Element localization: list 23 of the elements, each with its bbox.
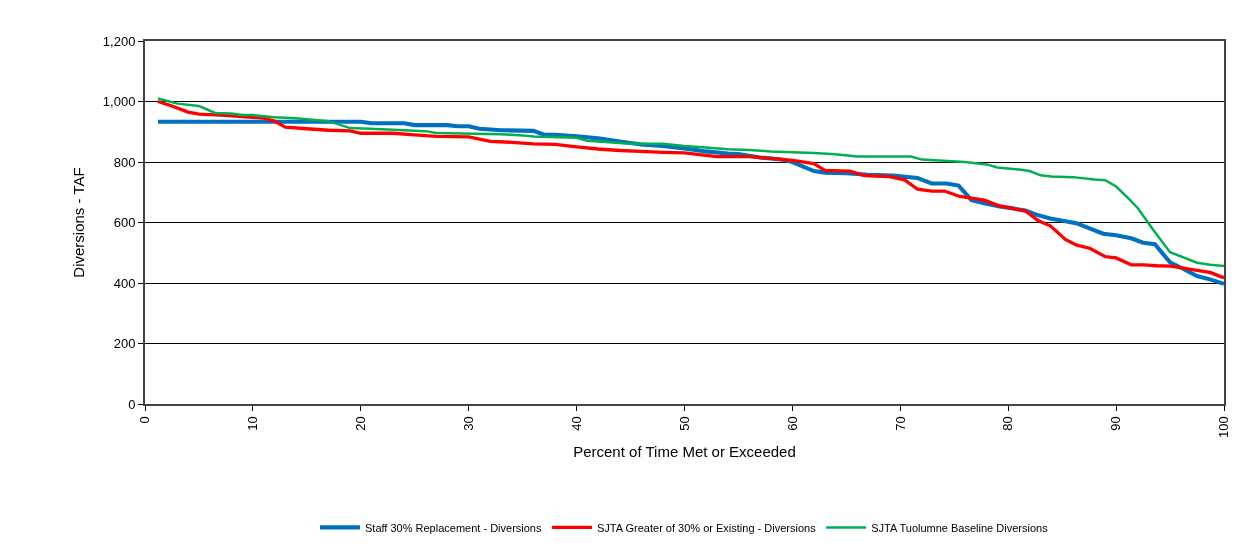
- y-axis-title: Diversions - TAF: [69, 167, 87, 278]
- y-tick-label: 1,000: [102, 94, 136, 110]
- x-tick-label: 0: [137, 416, 153, 424]
- x-axis-title: Percent of Time Met or Exceeded: [573, 443, 796, 461]
- y-tick-label: 200: [113, 336, 136, 352]
- legend-label: SJTA Greater of 30% or Existing - Diversions: [596, 521, 817, 534]
- x-tick-label: 100: [1216, 416, 1232, 438]
- y-tick-label: 600: [113, 215, 136, 231]
- y-tick-label: 1,200: [102, 33, 136, 49]
- x-tick-label: 50: [676, 416, 692, 431]
- x-tick-label: 70: [892, 416, 908, 431]
- x-tick-label: 30: [460, 416, 476, 431]
- legend-label: Staff 30% Replacement - Diversions: [365, 521, 542, 534]
- x-tick-label: 10: [245, 416, 261, 431]
- x-tick-label: 20: [353, 416, 369, 431]
- x-tick-label: 90: [1108, 416, 1124, 431]
- legend-label: SJTA Tuolumne Baseline Diversions: [871, 521, 1049, 534]
- x-tick-label: 40: [568, 416, 584, 431]
- y-tick-label: 400: [113, 275, 136, 291]
- x-tick-label: 80: [1000, 416, 1016, 431]
- x-tick-label: 60: [784, 416, 800, 431]
- y-tick-label: 800: [113, 154, 136, 170]
- y-tick-label: 0: [128, 396, 136, 412]
